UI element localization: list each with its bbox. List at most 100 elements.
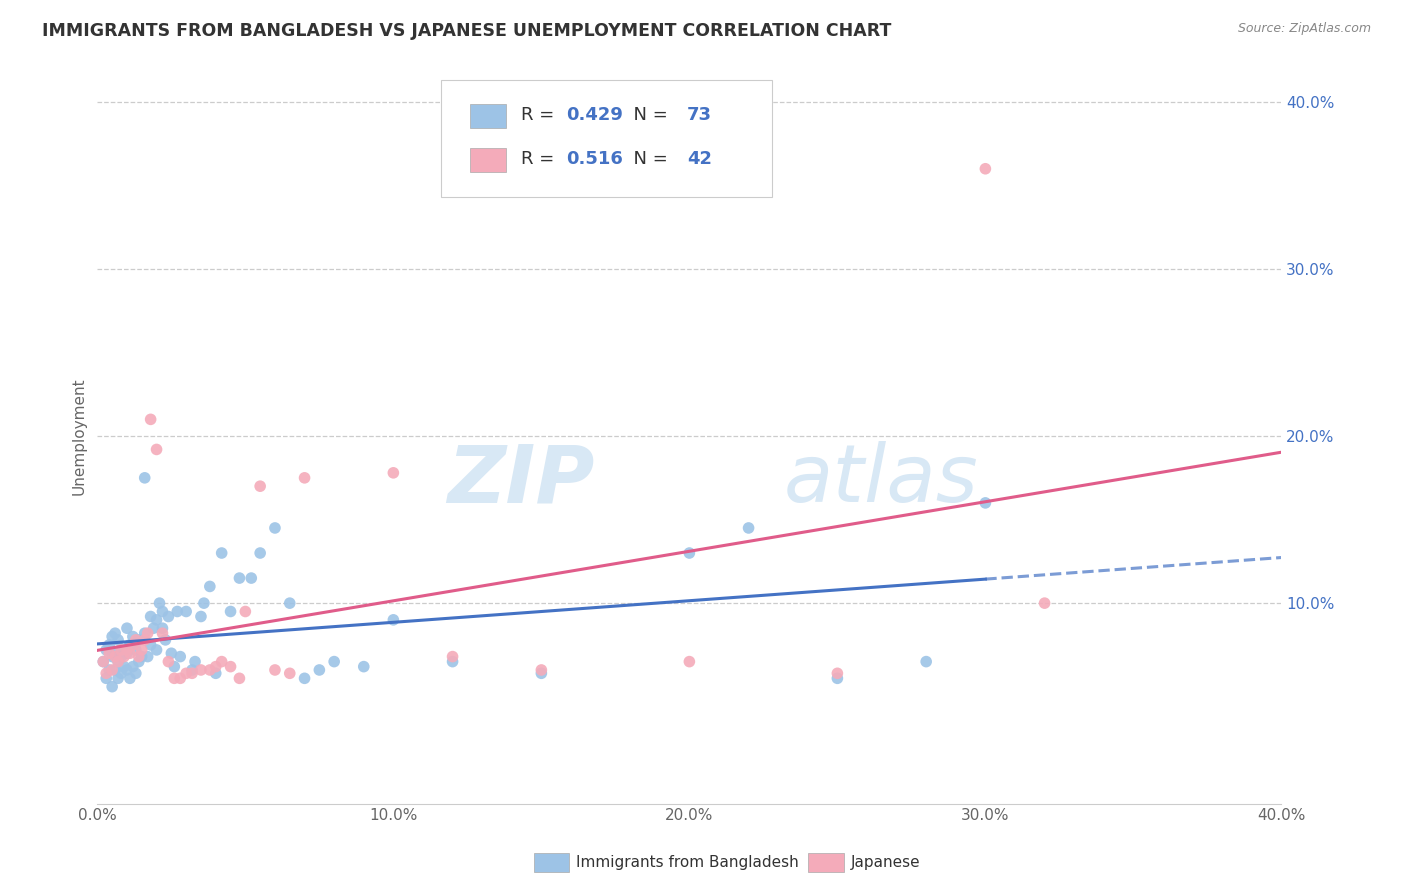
Point	[294, 471, 316, 485]
Point	[382, 613, 405, 627]
Point	[249, 479, 271, 493]
Point	[110, 643, 132, 657]
Point	[139, 412, 162, 426]
Text: ZIP: ZIP	[447, 442, 595, 519]
Point	[155, 632, 177, 647]
Point	[136, 649, 159, 664]
Point	[122, 630, 145, 644]
Point	[169, 649, 191, 664]
Point	[107, 671, 129, 685]
Text: N =: N =	[621, 106, 673, 124]
Point	[190, 663, 212, 677]
Point	[122, 638, 145, 652]
Point	[240, 571, 263, 585]
Text: Japanese: Japanese	[851, 855, 921, 870]
Point	[145, 643, 167, 657]
Point	[211, 655, 233, 669]
Point	[204, 659, 226, 673]
FancyBboxPatch shape	[440, 79, 772, 197]
Point	[235, 605, 257, 619]
Point	[678, 655, 700, 669]
Point	[125, 632, 148, 647]
Point	[118, 671, 141, 685]
Point	[110, 666, 132, 681]
Point	[98, 663, 121, 677]
Point	[118, 646, 141, 660]
Point	[157, 655, 180, 669]
Point	[128, 655, 150, 669]
Point	[678, 546, 700, 560]
Point	[174, 605, 197, 619]
Point	[249, 546, 271, 560]
Point	[112, 649, 135, 664]
Point	[166, 605, 188, 619]
Point	[228, 571, 250, 585]
Point	[131, 643, 153, 657]
Point	[115, 646, 138, 660]
Point	[163, 659, 186, 673]
Point	[131, 649, 153, 664]
Point	[181, 663, 204, 677]
Point	[152, 626, 174, 640]
Point	[974, 161, 997, 176]
Point	[96, 643, 118, 657]
Point	[278, 666, 301, 681]
Point	[142, 621, 165, 635]
Point	[112, 659, 135, 673]
Point	[101, 630, 124, 644]
Point	[115, 663, 138, 677]
Point	[101, 663, 124, 677]
Point	[353, 659, 375, 673]
FancyBboxPatch shape	[471, 148, 506, 172]
Point	[104, 649, 127, 664]
Point	[169, 671, 191, 685]
Point	[145, 613, 167, 627]
Point	[118, 638, 141, 652]
Point	[104, 626, 127, 640]
Point	[128, 649, 150, 664]
Point	[125, 666, 148, 681]
Point	[441, 649, 464, 664]
Point	[107, 632, 129, 647]
Point	[134, 471, 156, 485]
Point	[174, 666, 197, 681]
Point	[198, 579, 221, 593]
Point	[110, 649, 132, 664]
Point	[134, 626, 156, 640]
Text: N =: N =	[621, 150, 673, 168]
Point	[136, 626, 159, 640]
Text: Source: ZipAtlas.com: Source: ZipAtlas.com	[1237, 22, 1371, 36]
Point	[278, 596, 301, 610]
Text: 0.429: 0.429	[567, 106, 623, 124]
Point	[915, 655, 938, 669]
Point	[107, 655, 129, 669]
Point	[264, 663, 287, 677]
Point	[91, 655, 114, 669]
Text: 73: 73	[688, 106, 711, 124]
Point	[441, 655, 464, 669]
Point	[101, 649, 124, 664]
Point	[139, 609, 162, 624]
Point	[115, 621, 138, 635]
Point	[96, 666, 118, 681]
Point	[184, 655, 207, 669]
Point	[163, 671, 186, 685]
Point	[181, 666, 204, 681]
Point	[219, 605, 242, 619]
Point	[145, 442, 167, 457]
Point	[308, 663, 330, 677]
Point	[91, 655, 114, 669]
Point	[737, 521, 759, 535]
Point	[104, 646, 127, 660]
Point	[211, 546, 233, 560]
Point	[139, 638, 162, 652]
Point	[827, 666, 849, 681]
Point	[112, 643, 135, 657]
Point	[382, 466, 405, 480]
Text: 0.516: 0.516	[567, 150, 623, 168]
Point	[115, 643, 138, 657]
Point	[264, 521, 287, 535]
Point	[198, 663, 221, 677]
Text: IMMIGRANTS FROM BANGLADESH VS JAPANESE UNEMPLOYMENT CORRELATION CHART: IMMIGRANTS FROM BANGLADESH VS JAPANESE U…	[42, 22, 891, 40]
Point	[219, 659, 242, 673]
